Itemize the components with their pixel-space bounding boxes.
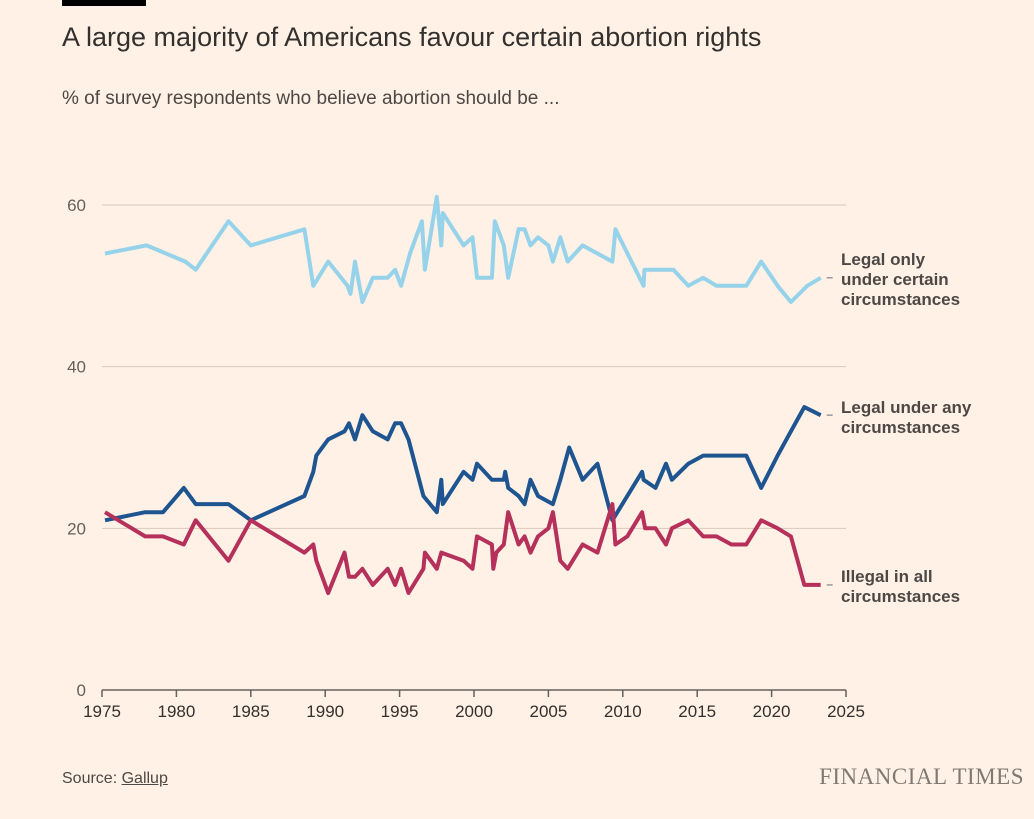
source-link[interactable]: Gallup	[121, 770, 168, 787]
y-tick-label: 20	[67, 519, 86, 538]
chart-title: A large majority of Americans favour cer…	[62, 22, 762, 52]
x-tick-label: 2000	[455, 702, 493, 721]
x-tick-label: 2025	[827, 702, 865, 721]
series-line-certain	[104, 194, 822, 304]
series-line-illegal	[103, 502, 821, 595]
y-tick-label: 40	[67, 358, 86, 377]
x-tick-label: 2010	[604, 702, 642, 721]
source-note: Source: Gallup	[62, 770, 168, 788]
series-label-certain: Legal only under certain circumstances	[841, 250, 961, 309]
x-tick-label: 1985	[232, 702, 270, 721]
brand-bar	[62, 0, 146, 6]
series-label-any: Legal under any circumstances	[841, 398, 972, 437]
x-tick-label: 2015	[678, 702, 716, 721]
ft-logo: FINANCIAL TIMES	[819, 764, 1024, 789]
x-tick-label: 1990	[306, 702, 344, 721]
x-tick-label: 1975	[83, 702, 121, 721]
y-tick-label: 0	[77, 681, 86, 700]
x-tick-label: 2020	[753, 702, 791, 721]
series-label-illegal: Illegal in all circumstances	[841, 567, 961, 606]
source-prefix: Source:	[62, 770, 122, 787]
x-tick-label: 1980	[157, 702, 195, 721]
y-tick-label: 60	[67, 196, 86, 215]
x-tick-label: 2005	[529, 702, 567, 721]
series-line-any	[104, 405, 822, 523]
chart-subtitle: % of survey respondents who believe abor…	[62, 88, 560, 109]
x-tick-label: 1995	[381, 702, 419, 721]
